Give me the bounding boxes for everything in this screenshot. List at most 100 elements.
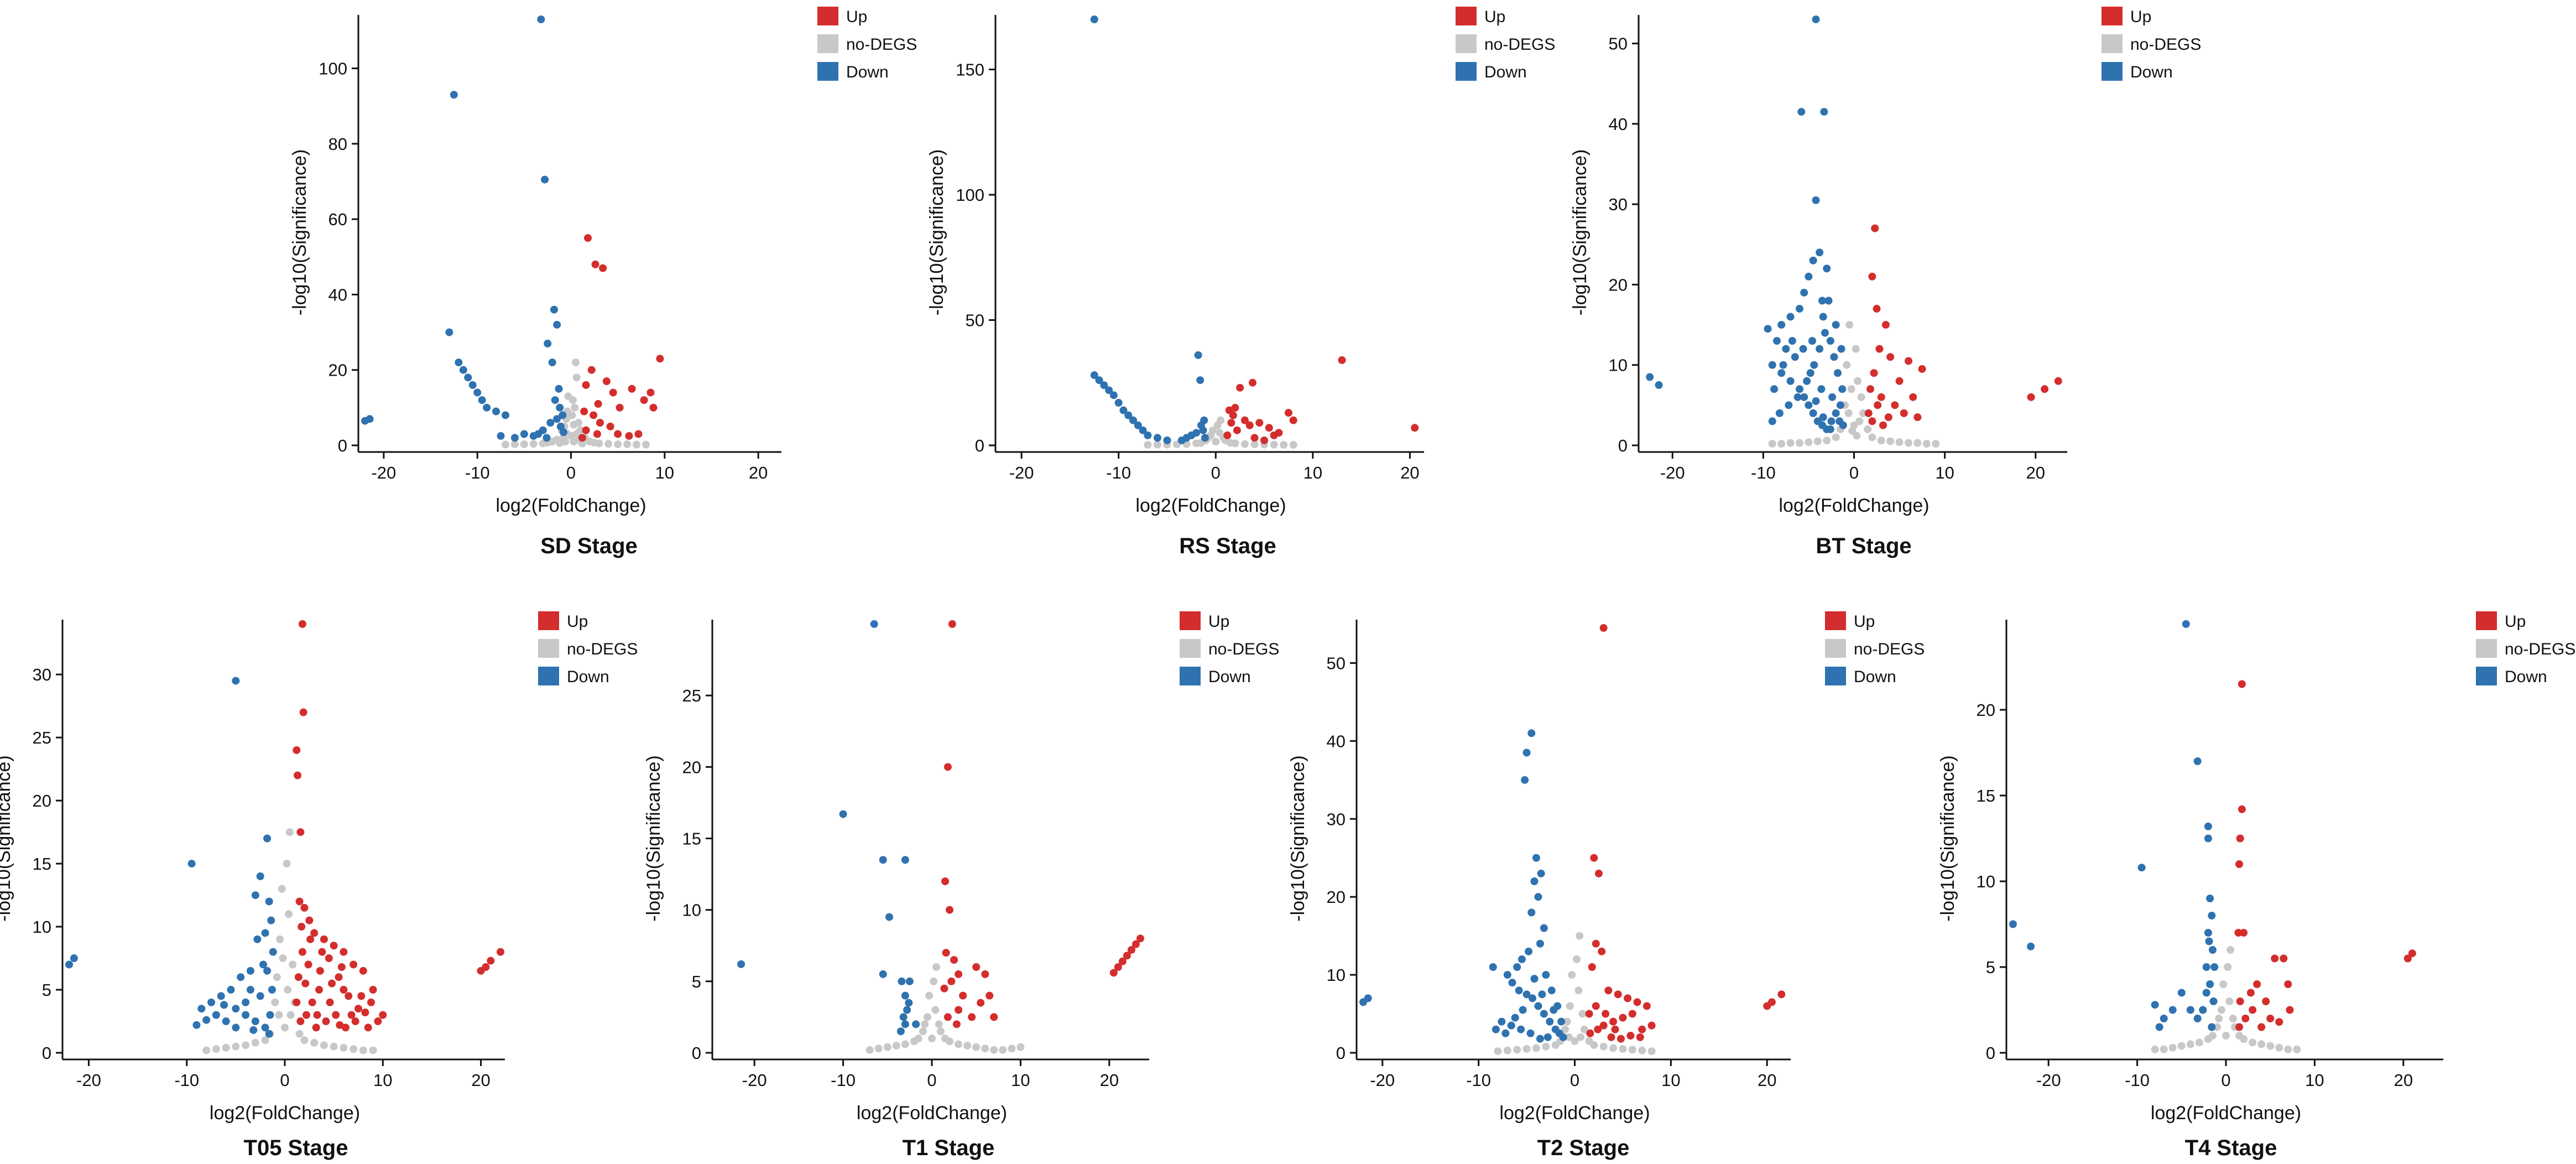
point-down bbox=[1109, 391, 1118, 399]
point-down bbox=[1090, 15, 1098, 23]
x-tick-label: -20 bbox=[1370, 1071, 1395, 1090]
point-no-degs bbox=[279, 954, 287, 963]
point-down bbox=[1536, 939, 1544, 948]
point-up bbox=[594, 400, 602, 408]
point-no-degs bbox=[1240, 440, 1249, 448]
point-down bbox=[1521, 776, 1529, 784]
point-up bbox=[1598, 947, 1606, 955]
point-no-degs bbox=[2240, 1035, 2248, 1043]
point-down bbox=[232, 677, 240, 685]
y-tick-label: 20 bbox=[682, 757, 701, 777]
point-no-degs bbox=[1576, 1033, 1584, 1041]
y-tick-label: 30 bbox=[1609, 195, 1628, 214]
point-no-degs bbox=[569, 396, 577, 404]
point-down bbox=[269, 948, 277, 956]
point-no-degs bbox=[1568, 971, 1576, 979]
legend-label: no-DEGS bbox=[2130, 35, 2201, 54]
point-down bbox=[879, 856, 887, 864]
point-up bbox=[1609, 1017, 1618, 1026]
point-no-degs bbox=[350, 1045, 358, 1053]
point-down bbox=[227, 986, 235, 994]
point-down bbox=[1090, 371, 1098, 380]
legend: Up no-DEGS Down bbox=[1456, 7, 1555, 81]
point-up bbox=[1895, 377, 1904, 385]
point-up bbox=[1227, 419, 1235, 427]
point-no-degs bbox=[1813, 437, 1822, 445]
point-up bbox=[351, 1017, 359, 1026]
point-down bbox=[2208, 1023, 2216, 1031]
x-tick-label: 20 bbox=[749, 463, 768, 482]
point-up bbox=[955, 970, 963, 978]
point-down bbox=[896, 1027, 905, 1036]
point-up bbox=[315, 986, 324, 994]
point-down bbox=[550, 305, 559, 314]
y-tick-label: 0 bbox=[338, 436, 347, 455]
point-up bbox=[1884, 413, 1892, 422]
point-up bbox=[1864, 409, 1873, 417]
point-no-degs bbox=[1852, 345, 1860, 353]
point-down bbox=[905, 977, 914, 985]
point-down bbox=[548, 358, 556, 367]
point-up bbox=[1874, 401, 1882, 409]
point-no-degs bbox=[1561, 1025, 1569, 1033]
point-down bbox=[903, 1006, 911, 1014]
point-no-degs bbox=[921, 1020, 929, 1028]
point-up bbox=[359, 966, 367, 975]
point-down bbox=[217, 992, 225, 1000]
point-up bbox=[298, 923, 306, 931]
legend-swatch-down bbox=[2102, 62, 2123, 81]
x-tick-label: -20 bbox=[371, 463, 396, 482]
point-down bbox=[2208, 912, 2216, 919]
point-up bbox=[2284, 980, 2292, 988]
point-down bbox=[1530, 975, 1539, 983]
point-down bbox=[1119, 406, 1128, 414]
point-down bbox=[1812, 15, 1820, 23]
point-no-degs bbox=[1513, 1046, 1521, 1054]
point-up bbox=[1875, 345, 1884, 353]
point-down bbox=[2168, 1006, 2177, 1014]
point-down bbox=[1806, 369, 1814, 377]
y-tick-label: 30 bbox=[33, 665, 51, 684]
legend-swatch-down bbox=[1456, 62, 1477, 81]
x-tick-label: -10 bbox=[1106, 463, 1131, 482]
point-down bbox=[1359, 998, 1367, 1006]
point-down bbox=[2186, 1006, 2194, 1014]
y-tick-label: 25 bbox=[33, 728, 51, 747]
x-tick-label: -10 bbox=[1466, 1071, 1491, 1090]
point-down bbox=[901, 1020, 909, 1028]
point-down bbox=[445, 328, 453, 336]
point-down bbox=[1507, 1021, 1515, 1030]
y-tick-label: 15 bbox=[682, 829, 701, 849]
point-no-degs bbox=[2224, 963, 2232, 971]
point-up bbox=[941, 877, 950, 885]
point-down bbox=[879, 970, 887, 978]
point-no-degs bbox=[1566, 1002, 1574, 1010]
point-down bbox=[1816, 248, 1824, 257]
y-tick-label: 100 bbox=[956, 185, 984, 205]
point-up bbox=[1231, 404, 1239, 412]
point-down bbox=[510, 434, 519, 442]
point-no-degs bbox=[1922, 440, 1931, 448]
point-down bbox=[1538, 990, 1546, 999]
point-up bbox=[2262, 997, 2270, 1005]
volcano-panel-2: -20 -10 0 10 20 0 50 100 150 log2(FoldChange) -log… bbox=[926, 7, 1555, 558]
point-up bbox=[1909, 393, 1917, 401]
point-down bbox=[1819, 413, 1827, 422]
point-up bbox=[2275, 1018, 2283, 1026]
point-down bbox=[898, 977, 906, 985]
point-no-degs bbox=[222, 1043, 230, 1052]
point-up bbox=[1624, 994, 1632, 1002]
point-no-degs bbox=[1144, 441, 1152, 449]
point-no-degs bbox=[2226, 946, 2235, 954]
point-no-degs bbox=[202, 1046, 211, 1054]
y-tick-label: 0 bbox=[42, 1043, 51, 1063]
point-up bbox=[354, 1005, 362, 1013]
point-up bbox=[591, 260, 599, 268]
point-up bbox=[320, 935, 328, 943]
point-up bbox=[1585, 1010, 1593, 1018]
point-down bbox=[1522, 749, 1531, 757]
point-up bbox=[1868, 272, 1876, 280]
point-down bbox=[1655, 381, 1663, 389]
point-down bbox=[1508, 979, 1516, 987]
x-axis-title: log2(FoldChange) bbox=[1135, 495, 1286, 516]
